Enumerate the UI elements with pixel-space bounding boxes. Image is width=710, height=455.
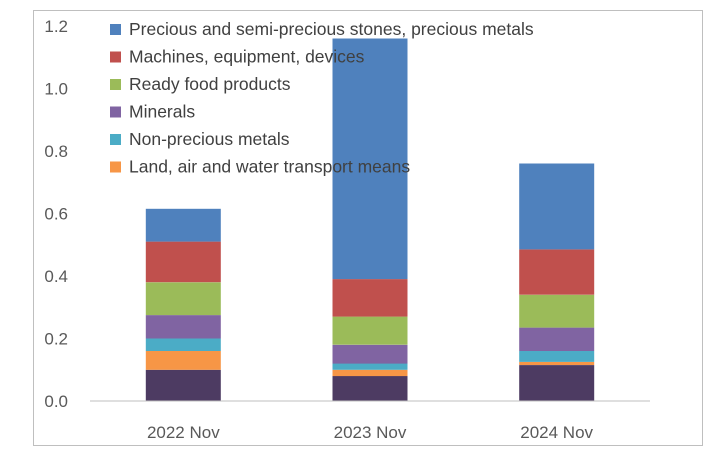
legend-label: Land, air and water transport means (129, 157, 410, 177)
legend-swatch (110, 161, 121, 173)
bar-segment-2-7 (332, 38, 408, 280)
legend-swatch (110, 134, 121, 145)
bar-segment-1-3 (145, 338, 221, 351)
bar-segment-2-3 (332, 363, 408, 370)
bar-segment-2-6 (332, 279, 408, 317)
x-tick-label: 2024 Nov (520, 423, 593, 442)
bar-segment-1-1 (145, 369, 221, 402)
bar-segment-2-5 (332, 316, 408, 345)
y-tick-label: 0.8 (44, 142, 68, 161)
bar-segment-3-3 (519, 351, 595, 362)
y-tick-label: 0.6 (44, 205, 68, 224)
legend: Precious and semi-precious stones, preci… (110, 19, 534, 177)
bar-segment-2-1 (332, 376, 408, 401)
axis-layer: 0.0 0.2 0.4 0.6 0.8 1.0 1.2 2022 Nov 2023 Nov 202… (44, 17, 650, 442)
legend-label: Ready food products (129, 74, 291, 94)
bar-segment-1-7 (145, 208, 221, 242)
x-tick-label: 2023 Nov (334, 423, 407, 442)
bar-segment-1-5 (145, 282, 221, 316)
y-tick-label: 1.2 (44, 17, 68, 36)
bar-segment-3-7 (519, 163, 595, 250)
bar-segment-1-6 (145, 241, 221, 283)
bar-segment-1-2 (145, 351, 221, 370)
bar-segment-2-2 (332, 369, 408, 377)
bar-segment-3-5 (519, 294, 595, 328)
bar-segment-3-2 (519, 361, 595, 365)
bar-segment-3-1 (519, 365, 595, 401)
bar-segment-1-4 (145, 315, 221, 339)
y-tick-label: 0.2 (44, 330, 68, 349)
y-tick-label: 0.4 (44, 267, 68, 286)
y-tick-label: 0.0 (44, 392, 68, 411)
bar-segment-2-4 (332, 344, 408, 364)
legend-swatch (110, 24, 121, 35)
legend-label: Machines, equipment, devices (129, 47, 365, 67)
x-tick-label: 2022 Nov (147, 423, 220, 442)
legend-swatch (110, 51, 121, 63)
bar-segment-3-6 (519, 249, 595, 295)
legend-label: Non-precious metals (129, 129, 290, 149)
legend-swatch (110, 79, 121, 90)
legend-swatch (110, 106, 121, 118)
bar-segment-3-4 (519, 327, 595, 351)
legend-label: Precious and semi-precious stones, preci… (129, 19, 534, 39)
legend-label: Minerals (129, 102, 195, 122)
y-tick-label: 1.0 (44, 80, 68, 99)
bars-layer (145, 38, 595, 402)
